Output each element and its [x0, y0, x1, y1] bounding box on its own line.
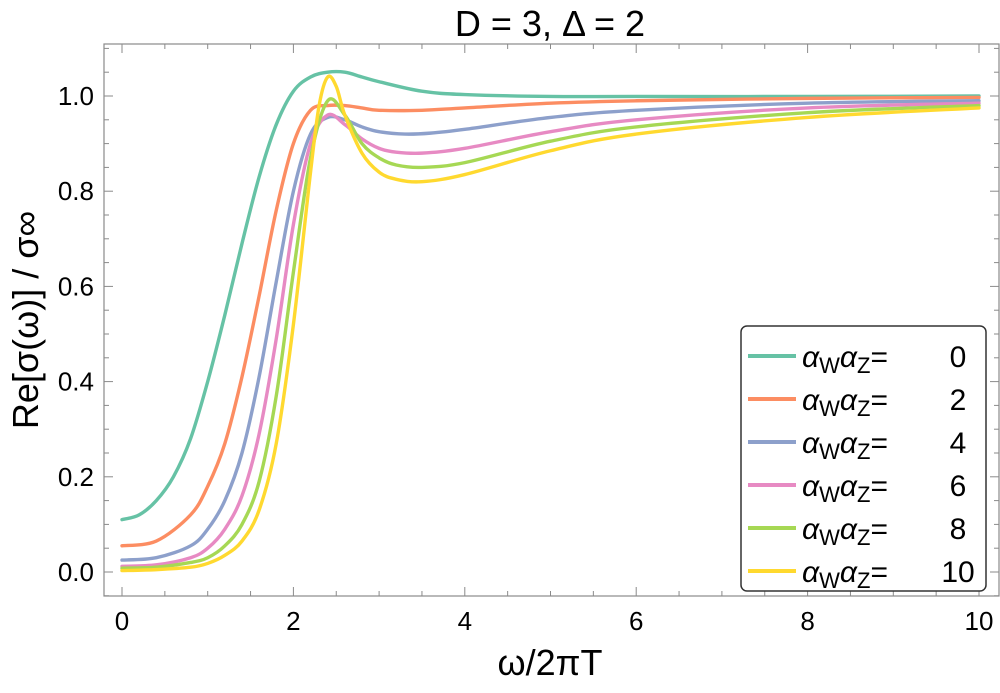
- series-line-4: [120, 97, 981, 570]
- x-axis-label: ω/2πT: [498, 642, 603, 683]
- y-tick-label: 0.4: [58, 367, 94, 397]
- legend-label: αWαZ= 10: [802, 556, 975, 593]
- x-tick-label: 10: [965, 606, 994, 636]
- legend-label: αWαZ= 0: [802, 341, 966, 378]
- legend-item: αWαZ= 10: [748, 556, 975, 593]
- series-line-5: [120, 74, 981, 573]
- x-tick-label: 0: [115, 606, 129, 636]
- plot-lines: [120, 69, 981, 573]
- series-line-0: [120, 69, 981, 522]
- legend-label: αWαZ= 2: [802, 384, 966, 421]
- y-tick-label: 0.2: [58, 462, 94, 492]
- legend-item: αWαZ= 6: [748, 470, 966, 507]
- x-tick-label: 8: [800, 606, 814, 636]
- legend-item: αWαZ= 8: [748, 513, 966, 550]
- legend-item: αWαZ= 4: [748, 427, 966, 464]
- chart-title: D = 3, Δ = 2: [455, 3, 645, 44]
- series-line-1: [120, 95, 981, 548]
- plot-frame: [103, 43, 1000, 597]
- x-tick-label: 4: [458, 606, 472, 636]
- legend-label: αWαZ= 8: [802, 513, 966, 550]
- y-tick-label: 0.6: [58, 271, 94, 301]
- y-tick-label: 0.0: [58, 557, 94, 587]
- axis-ticks: [104, 44, 999, 597]
- y-tick-label: 0.8: [58, 176, 94, 206]
- x-tick-label: 6: [629, 606, 643, 636]
- legend-items: αWαZ= 0 αWαZ= 2 αWαZ= 4 αWαZ= 6 αWαZ= 8 αWαZ= 10: [748, 341, 975, 593]
- legend-item: αWαZ= 0: [748, 341, 966, 378]
- y-axis-label: Re[σ(ω)] / σ∞: [5, 211, 46, 429]
- series-line-3: [120, 101, 981, 568]
- legend-box: [740, 325, 987, 592]
- x-tick-label: 2: [286, 606, 300, 636]
- legend-label: αWαZ= 6: [802, 470, 966, 507]
- legend-item: αWαZ= 2: [748, 384, 966, 421]
- y-tick-label: 1.0: [58, 81, 94, 111]
- legend: αWαZ= 0 αWαZ= 2 αWαZ= 4 αWαZ= 6 αWαZ= 8 αWαZ= 10: [740, 325, 987, 593]
- axis-tick-labels: 0 2 4 6 8 10 0.0 0.2 0.4 0.6 0.8 1.0: [58, 81, 994, 636]
- legend-label: αWαZ= 4: [802, 427, 966, 464]
